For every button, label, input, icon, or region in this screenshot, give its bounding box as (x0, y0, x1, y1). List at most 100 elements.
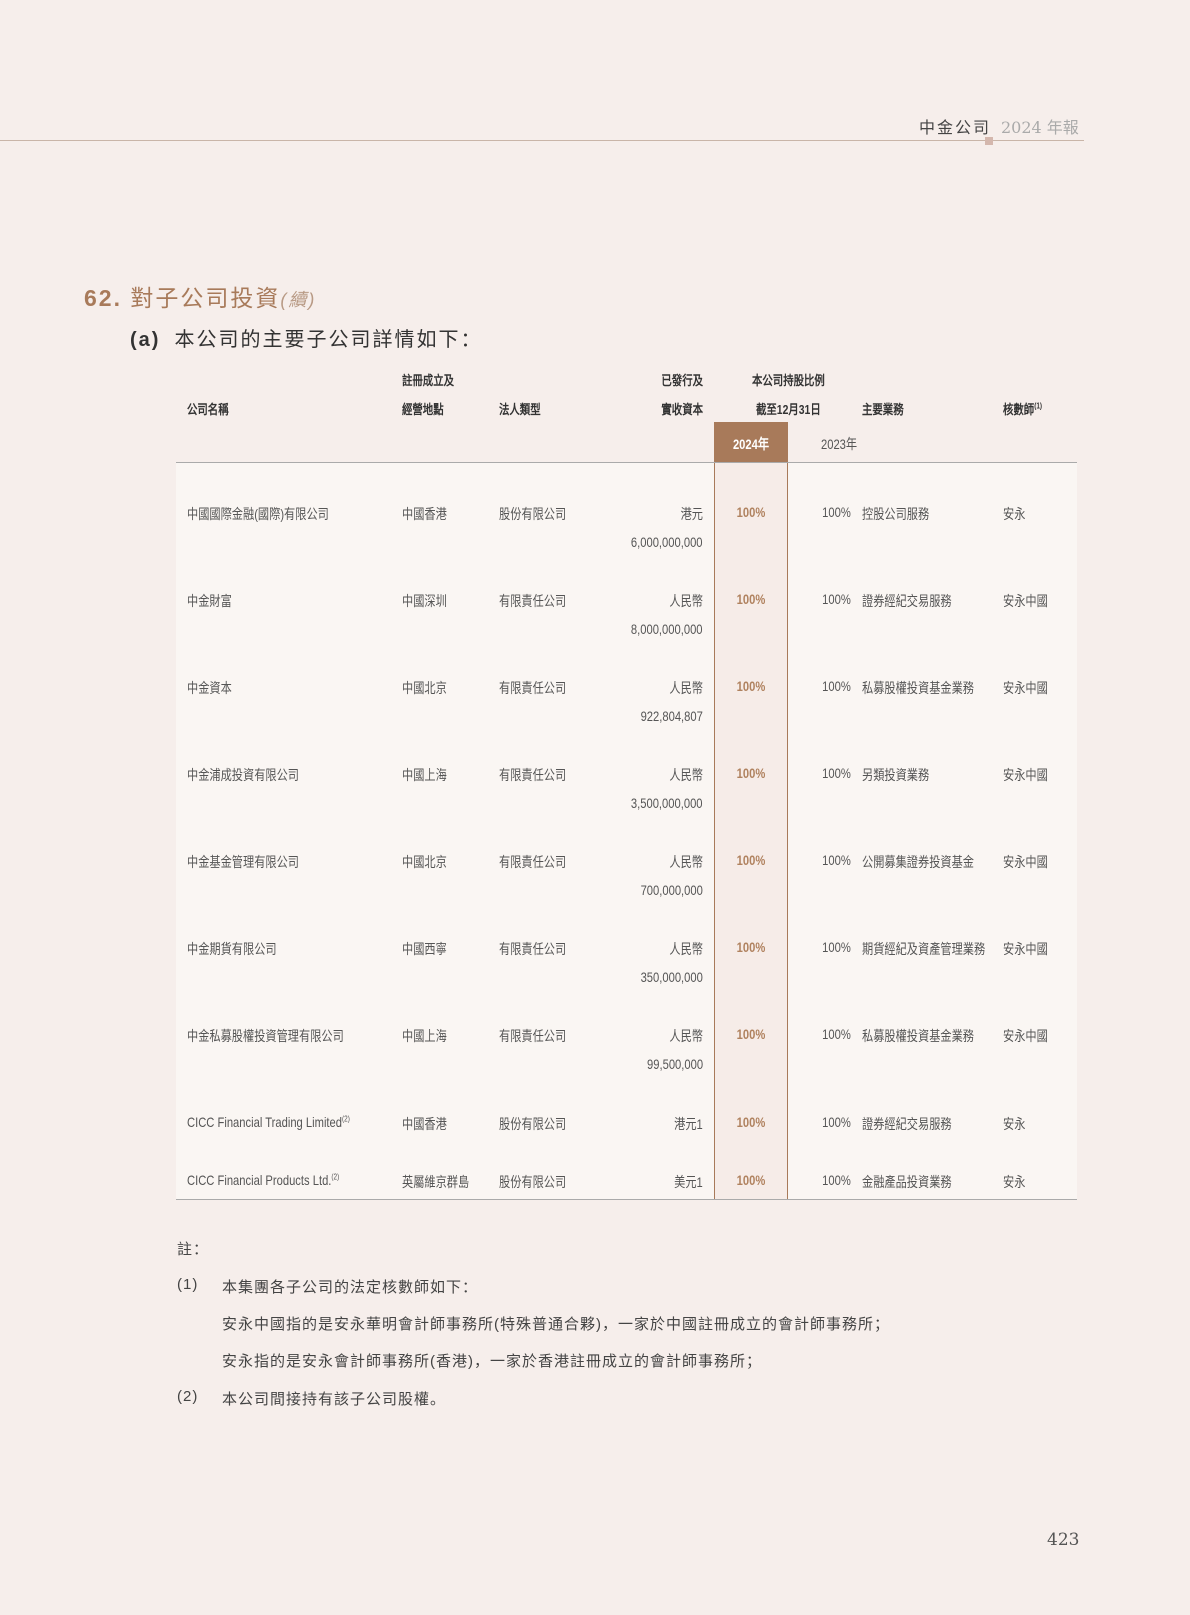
cell-capital-amount: 350,000,000 (640, 969, 703, 985)
cell-2024: 100% (736, 1026, 766, 1042)
cell-capital-currency: 人民幣 (669, 767, 703, 783)
notes-heading: 註： (177, 1241, 210, 1258)
cell-2024: 100% (736, 852, 766, 868)
cell-business: 另類投資業務 (862, 767, 930, 783)
cell-capital-amount: 6,000,000,000 (631, 534, 703, 550)
cell-auditor: 安永中國 (1003, 941, 1048, 957)
table-bottom-rule (176, 1199, 1077, 1200)
cell-name: 中金浦成投資有限公司 (187, 765, 299, 785)
note-1-a: 安永中國指的是安永華明會計師事務所(特殊普通合夥)，一家於中國註冊成立的會計師事… (222, 1316, 890, 1333)
cell-auditor: 安永 (1003, 506, 1026, 522)
th-holding-1: 本公司持股比例 (752, 373, 825, 388)
cell-place: 中國香港 (402, 506, 447, 522)
cell-name-text: CICC Financial Trading Limited (187, 1114, 342, 1130)
cell-type: 有限責任公司 (499, 1028, 567, 1044)
cell-type: 有限責任公司 (499, 680, 567, 696)
cell-2023: 100% (822, 1114, 851, 1130)
cell-type: 股份有限公司 (499, 1116, 567, 1132)
cell-auditor: 安永中國 (1003, 680, 1048, 696)
cell-capital-amount: 922,804,807 (640, 708, 703, 724)
cell-business: 私募股權投資基金業務 (862, 680, 974, 696)
cell-2024: 100% (736, 591, 766, 607)
cell-name: CICC Financial Products Ltd.(2) (187, 1172, 339, 1188)
cell-capital-currency: 港元 (680, 506, 703, 522)
cell-type: 股份有限公司 (499, 1174, 567, 1190)
cell-business: 公開募集證券投資基金 (862, 854, 974, 870)
th-auditor-note: (1) (1034, 401, 1043, 411)
cell-capital-amount: 99,500,000 (646, 1056, 703, 1072)
th-auditor-text: 核數師 (1003, 402, 1035, 417)
th-place-1: 註冊成立及 (402, 373, 455, 388)
cell-auditor: 安永 (1003, 1174, 1026, 1190)
th-year-2023: 2023年 (821, 436, 858, 452)
cell-2024: 100% (736, 939, 766, 955)
cell-type: 股份有限公司 (499, 506, 567, 522)
cell-name: CICC Financial Trading Limited(2) (187, 1114, 350, 1130)
cell-name-text: 中金財富 (187, 593, 232, 609)
header-rule (0, 140, 1084, 141)
cell-place: 中國深圳 (402, 593, 447, 609)
th-capital-2: 實收資本 (661, 402, 703, 417)
th-type: 法人類型 (499, 402, 541, 417)
cell-name-note: (2) (342, 1114, 350, 1124)
cell-business: 私募股權投資基金業務 (862, 1028, 974, 1044)
cell-2024: 100% (736, 678, 766, 694)
th-name: 公司名稱 (187, 402, 229, 417)
cell-2023: 100% (822, 852, 851, 868)
cell-place: 中國北京 (402, 854, 447, 870)
note-2-label: (2) (177, 1388, 199, 1405)
cell-business: 證券經紀交易服務 (862, 593, 952, 609)
highlight-column-2024 (714, 422, 788, 1199)
th-year-2024: 2024年 (732, 436, 770, 452)
highlight-header-2024 (714, 422, 788, 462)
cell-name-text: 中金期貨有限公司 (187, 941, 277, 957)
cell-place: 中國北京 (402, 680, 447, 696)
cell-2023: 100% (822, 591, 851, 607)
cell-name: 中金期貨有限公司 (187, 939, 277, 959)
cell-name-text: 中金私募股權投資管理有限公司 (187, 1028, 344, 1044)
cell-name: 中金基金管理有限公司 (187, 852, 299, 872)
cell-capital-amount: 8,000,000,000 (631, 621, 703, 637)
cell-place: 英屬維京群島 (402, 1174, 470, 1190)
cell-place: 中國香港 (402, 1116, 447, 1132)
subsection-title-text: 本公司的主要子公司詳情如下： (174, 329, 483, 351)
cell-2024: 100% (736, 504, 766, 520)
section-title: 62. 對子公司投資(續) (84, 279, 316, 313)
subsection-label: (a) (130, 329, 161, 351)
note-1-b: 安永指的是安永會計師事務所(香港)，一家於香港註冊成立的會計師事務所； (222, 1353, 762, 1370)
th-capital-1: 已發行及 (661, 373, 703, 388)
cell-business: 期貨經紀及資產管理業務 (862, 941, 986, 957)
cell-capital-currency: 港元1 (674, 1116, 703, 1132)
cell-capital-currency: 人民幣 (669, 941, 703, 957)
cell-2024: 100% (736, 1114, 766, 1130)
page-number: 423 (1047, 1530, 1080, 1550)
cell-name-text: 中金基金管理有限公司 (187, 854, 299, 870)
th-place-2: 經營地點 (402, 402, 444, 417)
cell-name-text: 中金資本 (187, 680, 232, 696)
cell-capital-currency: 人民幣 (669, 854, 703, 870)
cell-type: 有限責任公司 (499, 854, 567, 870)
note-1-text: 本集團各子公司的法定核數師如下： (222, 1279, 479, 1296)
cell-capital-currency: 美元1 (674, 1174, 703, 1190)
cell-capital-currency: 人民幣 (669, 593, 703, 609)
subsection-title: (a) 本公司的主要子公司詳情如下： (130, 323, 482, 352)
cell-2024: 100% (736, 765, 766, 781)
cell-2023: 100% (822, 504, 851, 520)
th-holding-2: 截至12月31日 (756, 402, 821, 417)
cell-2024: 100% (736, 1172, 766, 1188)
th-auditor: 核數師(1) (1003, 399, 1042, 418)
cell-capital-amount: 700,000,000 (640, 882, 703, 898)
cell-place: 中國上海 (402, 767, 447, 783)
cell-name-text: 中金浦成投資有限公司 (187, 767, 299, 783)
cell-type: 有限責任公司 (499, 941, 567, 957)
header-marker (985, 137, 993, 145)
table-body-background (176, 462, 1077, 1199)
cell-place: 中國上海 (402, 1028, 447, 1044)
cell-name: 中金私募股權投資管理有限公司 (187, 1026, 344, 1046)
cell-name: 中金資本 (187, 678, 232, 698)
cell-auditor: 安永中國 (1003, 1028, 1048, 1044)
cell-name: 中國國際金融(國際)有限公司 (187, 504, 329, 524)
th-business: 主要業務 (862, 402, 904, 417)
cell-capital-currency: 人民幣 (669, 680, 703, 696)
cell-2023: 100% (822, 678, 851, 694)
